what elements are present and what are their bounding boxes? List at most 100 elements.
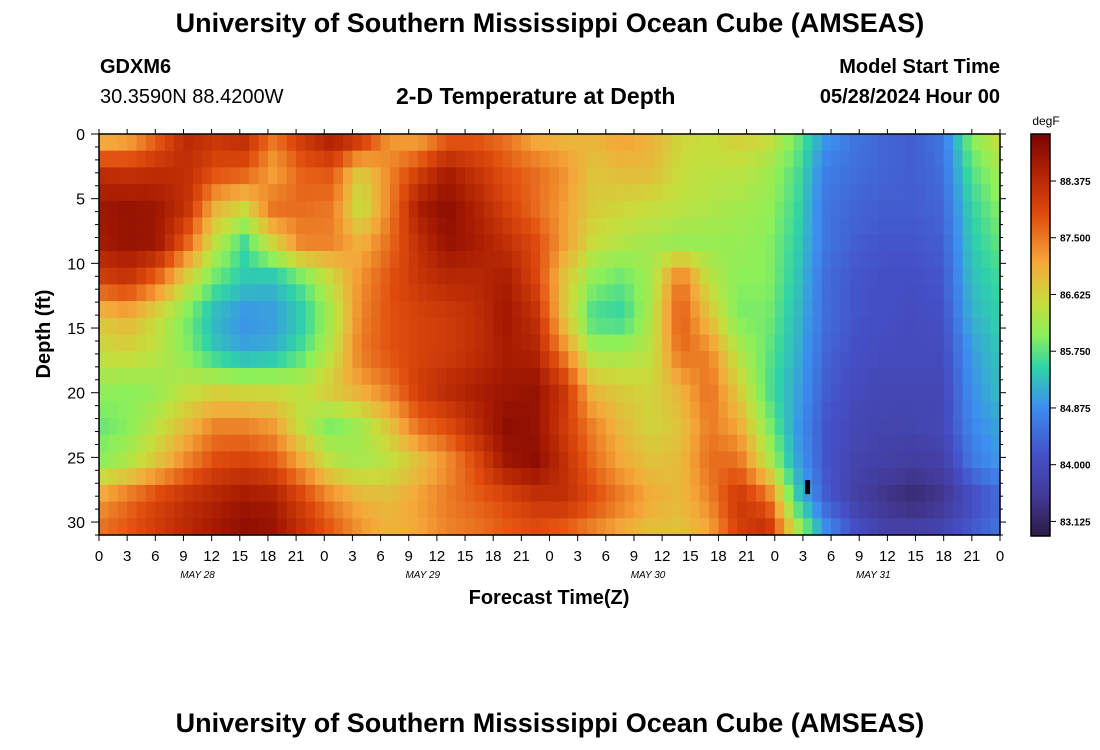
heatmap-cell <box>877 284 888 302</box>
heatmap-cell <box>174 468 185 486</box>
heatmap-cell <box>962 351 973 369</box>
heatmap-cell <box>831 134 842 152</box>
heatmap-cell <box>793 334 804 352</box>
heatmap-cell <box>849 401 860 419</box>
heatmap-cell <box>784 217 795 235</box>
heatmap-cell <box>990 468 1001 486</box>
heatmap-cell <box>887 367 898 386</box>
heatmap-cell <box>831 501 842 519</box>
heatmap-cell <box>662 501 673 519</box>
heatmap-cell <box>755 367 766 386</box>
heatmap-cell <box>615 134 626 152</box>
heatmap-cell <box>680 301 691 319</box>
heatmap-cell <box>943 334 954 352</box>
heatmap-cell <box>136 384 147 402</box>
heatmap-cell <box>727 351 738 369</box>
heatmap-cell <box>361 501 372 519</box>
heatmap-cell <box>849 234 860 252</box>
heatmap-cell <box>821 217 832 235</box>
heatmap-cell <box>277 301 288 319</box>
heatmap-cell <box>174 284 185 302</box>
heatmap-cell <box>99 200 109 219</box>
heatmap-cell <box>793 150 804 169</box>
heatmap-cell <box>305 250 316 269</box>
heatmap-cell <box>840 468 851 486</box>
heatmap-cell <box>859 284 870 302</box>
heatmap-cell <box>812 134 823 152</box>
heatmap-cell <box>99 418 109 436</box>
heatmap-cell <box>868 134 879 152</box>
heatmap-cell <box>249 217 260 235</box>
heatmap-cell <box>812 434 823 453</box>
heatmap-cell <box>436 150 447 169</box>
heatmap-cell <box>249 484 260 503</box>
heatmap-cell <box>418 501 429 519</box>
heatmap-cell <box>540 317 551 336</box>
heatmap-cell <box>774 384 785 402</box>
heatmap-cell <box>436 451 447 469</box>
heatmap-cell <box>230 284 241 302</box>
heatmap-cell <box>877 334 888 352</box>
heatmap-cell <box>192 234 203 252</box>
heatmap-cell <box>784 317 795 336</box>
heatmap-cell <box>558 217 569 235</box>
heatmap-cell <box>145 518 156 536</box>
heatmap-cell <box>784 334 795 352</box>
heatmap-cell <box>483 234 494 252</box>
heatmap-cell <box>671 167 682 185</box>
heatmap-cell <box>690 501 701 519</box>
heatmap-cell <box>258 150 269 169</box>
heatmap-cell <box>896 150 907 169</box>
heatmap-cell <box>868 367 879 386</box>
heatmap-cell <box>877 267 888 285</box>
heatmap-cell <box>455 367 466 386</box>
heatmap-cell <box>380 351 391 369</box>
heatmap-cell <box>558 501 569 519</box>
heatmap-cell <box>127 301 138 319</box>
heatmap-cell <box>267 217 278 235</box>
heatmap-cell <box>361 200 372 219</box>
heatmap-cell <box>277 184 288 202</box>
heatmap-cell <box>812 317 823 336</box>
heatmap-cell <box>605 468 616 486</box>
heatmap-cell <box>549 250 560 269</box>
heatmap-cell <box>361 401 372 419</box>
heatmap-cell <box>605 418 616 436</box>
heatmap-cell <box>877 401 888 419</box>
heatmap-cell <box>774 351 785 369</box>
heatmap-cell <box>258 351 269 369</box>
heatmap-cell <box>849 434 860 453</box>
heatmap-cell <box>183 418 194 436</box>
heatmap-cell <box>652 367 663 386</box>
heatmap-cell <box>333 434 344 453</box>
heatmap-cell <box>389 451 400 469</box>
heatmap-cell <box>530 234 541 252</box>
heatmap-cell <box>868 217 879 235</box>
heatmap-cell <box>249 301 260 319</box>
heatmap-cell <box>793 501 804 519</box>
heatmap-cell <box>840 434 851 453</box>
heatmap-cell <box>418 384 429 402</box>
x-axis-label: Forecast Time(Z) <box>469 587 630 609</box>
heatmap-cell <box>540 200 551 219</box>
heatmap-cell <box>709 301 720 319</box>
heatmap-cell <box>784 234 795 252</box>
heatmap-cell <box>277 234 288 252</box>
heatmap-cell <box>605 518 616 536</box>
heatmap-cell <box>793 317 804 336</box>
heatmap-cell <box>680 384 691 402</box>
heatmap-cell <box>493 418 504 436</box>
heatmap-cell <box>746 200 757 219</box>
heatmap-cell <box>915 401 926 419</box>
heatmap-cell <box>587 384 598 402</box>
heatmap-cell <box>249 468 260 486</box>
heatmap-cell <box>774 284 785 302</box>
heatmap-cell <box>587 484 598 503</box>
heatmap-cell <box>746 468 757 486</box>
heatmap-cell <box>324 134 335 152</box>
heatmap-cell <box>521 367 532 386</box>
heatmap-cell <box>380 250 391 269</box>
heatmap-cell <box>258 518 269 536</box>
heatmap-cell <box>558 484 569 503</box>
heatmap-cell <box>333 317 344 336</box>
